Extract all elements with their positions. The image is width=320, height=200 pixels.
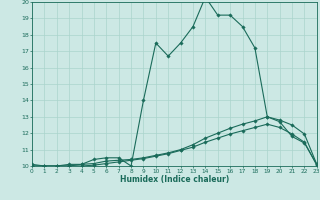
X-axis label: Humidex (Indice chaleur): Humidex (Indice chaleur) <box>120 175 229 184</box>
